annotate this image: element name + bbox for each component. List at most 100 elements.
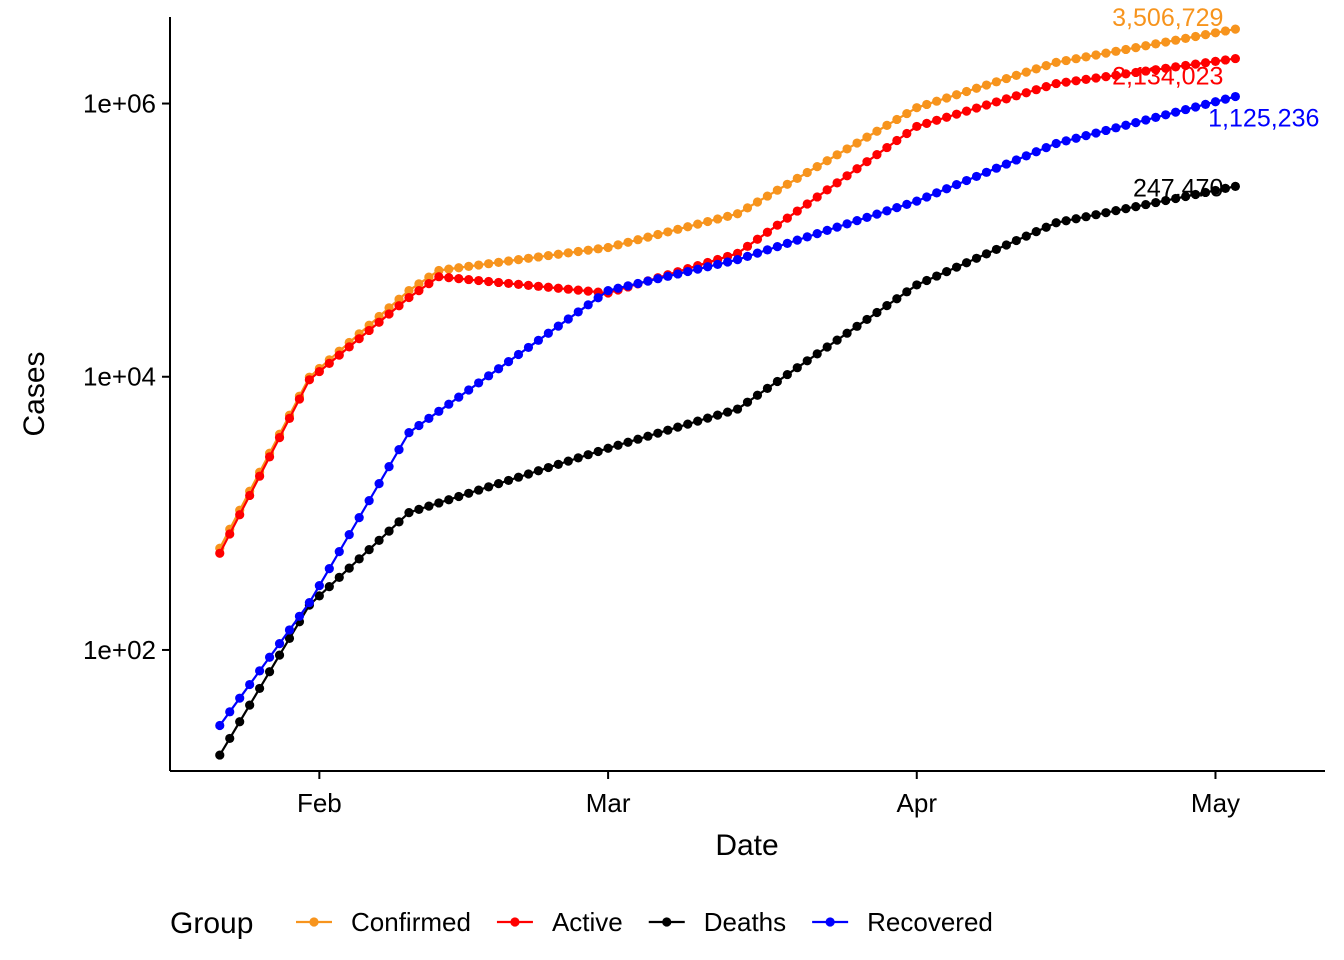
data-point-active	[1001, 94, 1011, 104]
data-point-deaths	[324, 582, 334, 592]
data-point-deaths	[942, 267, 952, 277]
data-point-recovered	[643, 276, 653, 286]
series-line-confirmed	[218, 28, 1236, 549]
data-point-active	[454, 274, 464, 284]
data-point-recovered	[553, 321, 563, 331]
data-point-recovered	[543, 328, 553, 338]
data-point-confirmed	[1071, 54, 1081, 64]
data-point-deaths	[1200, 187, 1211, 198]
data-point-deaths	[255, 683, 265, 694]
data-point-recovered	[603, 286, 613, 296]
data-point-deaths	[1210, 185, 1221, 196]
data-point-deaths	[1031, 227, 1041, 237]
data-point-recovered	[424, 413, 434, 424]
data-point-confirmed	[464, 261, 474, 271]
data-point-deaths	[1041, 222, 1051, 232]
data-point-recovered	[334, 547, 344, 557]
data-point-deaths	[583, 450, 593, 460]
data-point-deaths	[703, 413, 713, 423]
data-point-deaths	[484, 482, 494, 492]
data-point-recovered	[1171, 107, 1181, 117]
data-point-confirmed	[543, 250, 553, 261]
data-point-active	[563, 284, 573, 294]
data-point-confirmed	[1011, 70, 1021, 80]
data-point-deaths	[822, 342, 832, 352]
data-point-recovered	[493, 364, 504, 374]
data-point-recovered	[284, 625, 295, 635]
data-point-recovered	[1131, 118, 1141, 128]
data-point-deaths	[434, 498, 444, 508]
data-point-recovered	[1071, 133, 1081, 143]
data-point-active	[364, 325, 374, 336]
legend-key-dot	[825, 917, 835, 927]
data-point-recovered	[474, 378, 484, 388]
data-point-recovered	[464, 385, 474, 395]
data-point-deaths	[961, 258, 972, 268]
data-point-confirmed	[1131, 43, 1141, 53]
data-point-confirmed	[961, 86, 972, 97]
data-point-active	[1131, 67, 1141, 78]
data-point-recovered	[563, 314, 573, 324]
data-point-confirmed	[513, 255, 524, 265]
data-point-recovered	[623, 281, 633, 291]
data-point-recovered	[1021, 151, 1031, 161]
data-point-active	[762, 227, 773, 237]
data-point-recovered	[1200, 99, 1211, 109]
data-point-deaths	[1021, 231, 1031, 241]
data-point-deaths	[1141, 199, 1151, 210]
data-point-recovered	[1111, 123, 1121, 133]
data-point-confirmed	[633, 235, 643, 245]
data-point-active	[1051, 78, 1061, 89]
data-point-active	[1021, 88, 1031, 98]
data-point-deaths	[912, 280, 922, 290]
data-point-deaths	[215, 750, 225, 760]
data-point-active	[942, 112, 952, 122]
data-point-active	[583, 286, 593, 296]
data-point-recovered	[414, 420, 424, 431]
data-point-deaths	[1011, 235, 1021, 246]
data-point-recovered	[653, 274, 663, 284]
data-point-confirmed	[1051, 57, 1061, 68]
data-point-recovered	[942, 184, 952, 194]
data-point-recovered	[1181, 104, 1191, 115]
data-point-recovered	[842, 219, 852, 229]
data-point-confirmed	[742, 203, 753, 213]
data-point-confirmed	[981, 80, 992, 90]
data-point-active	[1011, 91, 1021, 101]
data-point-active	[882, 142, 892, 153]
data-point-deaths	[991, 244, 1002, 255]
data-point-deaths	[633, 434, 643, 444]
data-point-deaths	[902, 287, 912, 297]
data-point-confirmed	[842, 144, 852, 154]
data-point-recovered	[872, 209, 882, 219]
legend-key-confirmed	[296, 917, 332, 927]
y-tick-label: 1e+04	[83, 362, 156, 392]
data-point-deaths	[683, 419, 693, 429]
data-point-active	[394, 301, 404, 311]
data-point-confirmed	[942, 93, 952, 103]
data-point-confirmed	[1061, 55, 1071, 66]
data-point-active	[474, 275, 484, 286]
data-point-confirmed	[971, 83, 982, 93]
data-point-deaths	[225, 733, 235, 744]
data-point-recovered	[523, 342, 534, 353]
data-point-confirmed	[1121, 44, 1131, 55]
data-point-recovered	[613, 283, 623, 293]
data-point-confirmed	[951, 90, 962, 100]
data-point-deaths	[1230, 181, 1240, 191]
data-point-deaths	[713, 410, 723, 420]
data-point-confirmed	[812, 162, 822, 172]
legend-key-active	[496, 917, 533, 927]
legend-label-active: Active	[552, 907, 623, 937]
data-point-active	[1210, 56, 1221, 66]
data-point-deaths	[264, 667, 275, 677]
data-point-deaths	[543, 462, 553, 473]
data-point-active	[1121, 69, 1131, 79]
data-point-active	[1190, 59, 1201, 69]
y-tick-label: 1e+02	[83, 635, 156, 665]
data-point-active	[235, 510, 245, 520]
data-point-recovered	[583, 300, 593, 310]
data-point-active	[971, 103, 982, 113]
data-point-recovered	[344, 530, 354, 540]
